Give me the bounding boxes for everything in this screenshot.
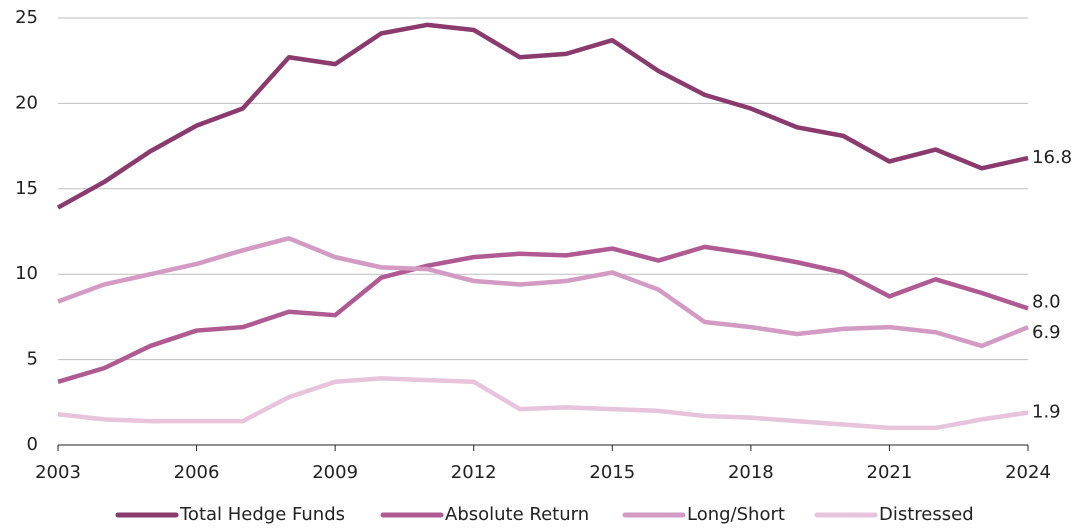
x-tick-label: 2024	[1005, 462, 1051, 483]
y-tick-label: 20	[15, 92, 38, 113]
x-tick-label: 2006	[174, 462, 220, 483]
x-tick-label: 2003	[35, 462, 81, 483]
y-tick-label: 15	[15, 178, 38, 199]
y-tick-label: 5	[27, 349, 38, 370]
line	[57, 376, 1029, 431]
x-tick-label: 2018	[728, 462, 774, 483]
value-label: 6.9	[1032, 322, 1061, 343]
y-tick-label: 25	[15, 7, 38, 28]
value-label: 1.9	[1032, 402, 1061, 423]
line	[56, 22, 1029, 210]
legend-label: Total Hedge Funds	[179, 504, 345, 525]
y-tick-label: 0	[27, 434, 38, 455]
legend-label: Absolute Return	[445, 504, 589, 525]
legend-label: Long/Short	[687, 504, 785, 525]
x-tick-label: 2009	[312, 462, 358, 483]
value-label: 16.8	[1032, 147, 1072, 168]
legend-label: Distressed	[879, 504, 974, 525]
x-tick-label: 2012	[451, 462, 497, 483]
line	[57, 236, 1029, 349]
y-tick-label: 10	[15, 263, 38, 284]
value-label: 8.0	[1032, 291, 1061, 312]
x-tick-label: 2021	[867, 462, 913, 483]
x-tick-label: 2015	[589, 462, 635, 483]
line	[57, 244, 1029, 384]
